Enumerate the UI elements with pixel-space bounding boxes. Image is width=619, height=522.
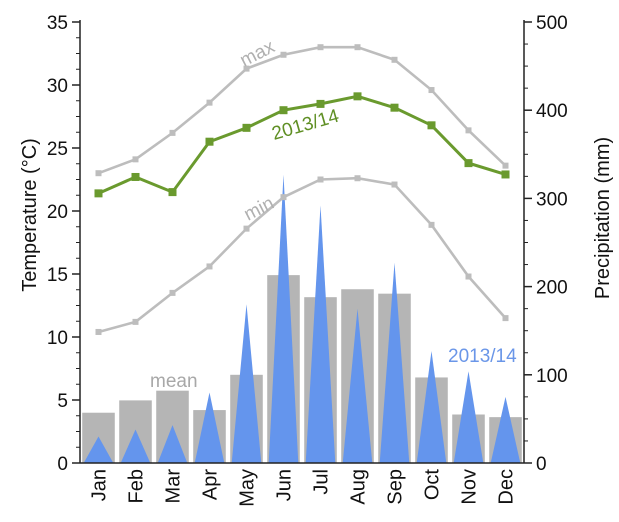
spike-2013-aug [342,308,373,463]
mean-precipitation-bars [82,275,522,463]
marker-max-jul [317,44,324,51]
month-label-jul: Jul [311,469,333,495]
left-tick-label-20: 20 [47,202,68,223]
marker-201314-mar [168,188,177,197]
spike-2013-sep [379,262,410,463]
spike-2013-mar [157,425,188,463]
marker-201314-may [242,123,251,132]
marker-max-feb [132,156,139,163]
spike-2013-feb [120,429,151,463]
marker-201314-sep [390,103,399,112]
spike-2013-jul [305,205,336,463]
mean-label: mean [150,371,198,392]
spike-2013-oct [416,350,447,463]
right-tick-label-300: 300 [536,189,568,210]
spike-2013-may [231,304,262,463]
spike-2013-nov [453,371,484,463]
left-axis-title: Temperature (°C) [19,138,41,292]
right-tick-label-100: 100 [536,366,568,387]
marker-min-jan [95,328,102,335]
marker-max-sep [391,56,398,63]
left-tick-label-15: 15 [47,265,68,286]
left-tick-label-25: 25 [47,139,68,160]
marker-min-jun [280,194,287,201]
left-tick-label-35: 35 [47,13,68,34]
marker-max-aug [354,44,361,51]
marker-min-mar [169,289,176,296]
marker-max-nov [465,127,472,134]
marker-min-aug [354,175,361,182]
axes [72,20,532,464]
month-label-apr: Apr [200,469,222,500]
marker-201314-aug [353,92,362,101]
month-label-jan: Jan [89,469,111,501]
marker-min-sep [391,181,398,188]
marker-201314-jun [279,106,288,115]
right-tick-label-400: 400 [536,101,568,122]
marker-min-nov [465,273,472,280]
marker-max-mar [169,129,176,136]
month-label-aug: Aug [348,469,370,505]
right-axis-title: Precipitation (mm) [592,137,614,299]
marker-201314-feb [131,172,140,181]
month-labels: Jan Feb Mar Apr May Jun Jul Aug Sep Oct Nov Dec [89,469,518,507]
month-label-mar: Mar [163,469,185,504]
temperature-lines [94,44,510,335]
spike-2013-jan [83,436,114,463]
line-max [98,45,507,175]
marker-201314-oct [427,121,436,130]
min-line-label: min [241,193,278,226]
spike-2013-apr [194,392,225,463]
marker-min-dec [502,315,509,322]
month-label-may: May [237,469,259,507]
marker-min-apr [206,263,213,270]
marker-min-jul [317,176,324,183]
max-line-label: max [237,36,279,71]
left-tick-label-30: 30 [47,76,68,97]
left-tick-label-5: 5 [57,391,68,412]
month-label-dec: Dec [496,469,518,505]
marker-max-apr [206,99,213,106]
tick-labels: 0 5 10 15 20 25 30 35 0 100 200 300 400 500 [47,13,568,475]
marker-min-may [243,225,250,232]
spike-2013-dec [490,396,521,463]
marker-max-jun [280,51,287,58]
precip-2013-label: 2013/14 [448,346,517,367]
left-tick-label-10: 10 [47,328,68,349]
marker-max-may [243,65,250,72]
month-label-jun: Jun [274,469,296,501]
month-label-nov: Nov [459,469,481,505]
left-tick-label-0: 0 [57,454,68,475]
line-min [98,176,507,334]
line-201314 [97,94,506,195]
marker-201314-apr [205,137,214,146]
marker-201314-nov [464,159,473,168]
marker-201314-jul [316,99,325,108]
right-tick-label-500: 500 [536,13,568,34]
marker-max-oct [428,87,435,94]
marker-min-feb [132,318,139,325]
month-label-sep: Sep [385,469,407,505]
precipitation-2013-spikes [83,174,521,463]
marker-min-oct [428,221,435,228]
month-label-oct: Oct [422,469,444,501]
marker-201314-jan [94,189,103,198]
spike-2013-jun [268,174,299,463]
month-label-feb: Feb [126,469,148,503]
marker-max-dec [502,162,509,169]
right-tick-label-0: 0 [536,454,547,475]
marker-max-jan [95,170,102,177]
marker-201314-dec [501,170,510,179]
right-tick-label-200: 200 [536,278,568,299]
